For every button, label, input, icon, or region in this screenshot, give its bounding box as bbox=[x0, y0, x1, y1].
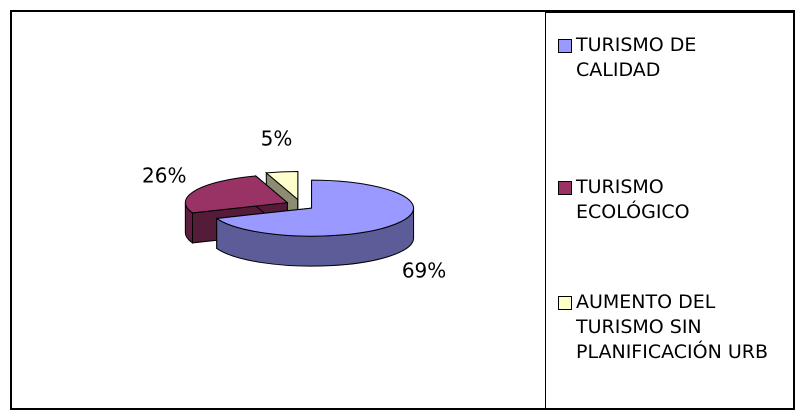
slice-top bbox=[184, 175, 289, 214]
chart-frame bbox=[10, 10, 795, 410]
legend-label: TURISMO DE CALIDAD bbox=[576, 34, 697, 81]
data-label: 26% bbox=[142, 163, 186, 187]
legend-item: TURISMO ECOLÓGICO bbox=[558, 175, 788, 225]
legend-label: AUMENTO DEL TURISMO SIN PLANIFICACIÓN UR… bbox=[576, 291, 768, 363]
legend-swatch bbox=[558, 181, 572, 195]
legend: TURISMO DE CALIDAD TURISMO ECOLÓGICO AUMEN… bbox=[545, 12, 794, 409]
legend-swatch bbox=[558, 296, 572, 310]
legend-item: AUMENTO DEL TURISMO SIN PLANIFICACIÓN UR… bbox=[558, 290, 788, 365]
legend-swatch bbox=[558, 39, 572, 53]
legend-label: TURISMO ECOLÓGICO bbox=[576, 176, 690, 223]
slice-top bbox=[215, 179, 415, 237]
slice bbox=[215, 179, 415, 267]
slice-top bbox=[265, 170, 299, 201]
data-label: 69% bbox=[402, 259, 446, 283]
legend-item: TURISMO DE CALIDAD bbox=[558, 33, 788, 83]
data-label: 5% bbox=[261, 126, 293, 150]
